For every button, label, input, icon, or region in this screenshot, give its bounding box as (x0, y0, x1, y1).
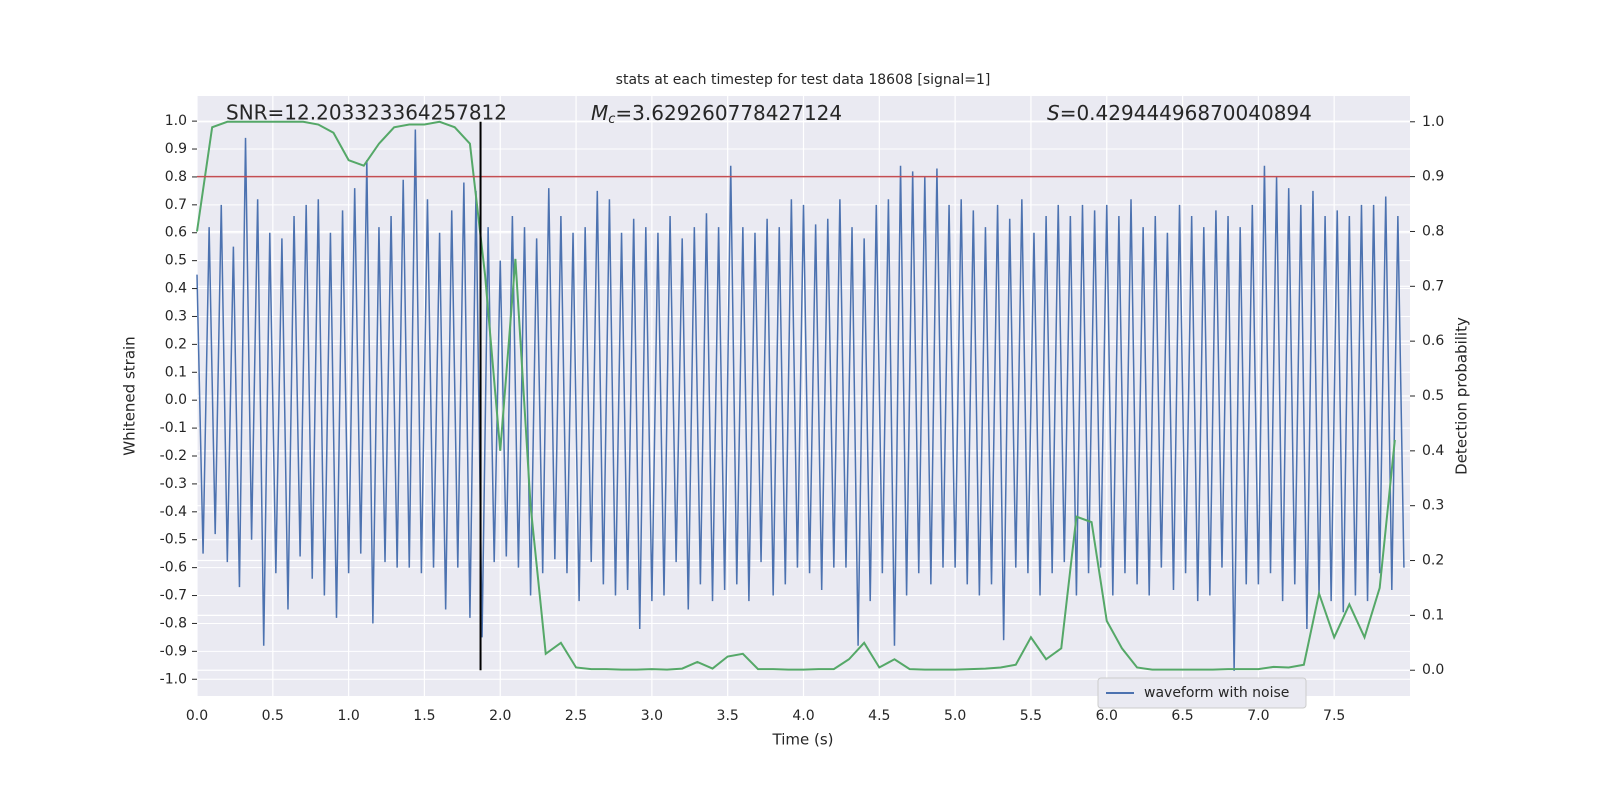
y-tick-label: 0.3 (165, 308, 187, 324)
x-tick-label: 5.0 (944, 708, 966, 724)
y-axis-label: Whitened strain (121, 336, 139, 455)
y-tick-label: -0.2 (160, 448, 187, 464)
y-tick-label: -0.6 (160, 560, 187, 576)
y-tick-label: -0.5 (160, 532, 187, 548)
annotation: S=0.42944496870040894 (1047, 101, 1312, 125)
x-axis-label: Time (s) (772, 731, 834, 749)
chart-title: stats at each timestep for test data 186… (616, 72, 991, 88)
legend-box (1097, 677, 1307, 709)
y-tick-label: 1.0 (165, 113, 187, 129)
y2-tick-label: 0.8 (1422, 223, 1444, 239)
y-tick-label: 0.7 (165, 197, 187, 213)
y-tick-label: 0.1 (165, 364, 187, 380)
x-tick-label: 2.0 (489, 708, 511, 724)
series-line (196, 129, 1405, 671)
series-line (196, 120, 1396, 671)
y-tick-label: -0.1 (160, 420, 187, 436)
annotation: SNR=12.203323364257812 (226, 101, 507, 125)
y-tick-label: -0.3 (160, 476, 187, 492)
y-tick-label: 0.0 (165, 392, 187, 408)
y2-tick-label: 0.3 (1422, 498, 1444, 514)
y2-tick-label: 0.9 (1422, 169, 1444, 185)
y-tick-label: -0.9 (160, 643, 187, 659)
y-tick-label: -0.4 (160, 504, 187, 520)
y2-tick-label: 0.4 (1422, 443, 1444, 459)
y2-tick-label: 0.2 (1422, 553, 1444, 569)
y2-tick-label: 0.5 (1422, 388, 1444, 404)
y2-axis-label: Detection probability (1453, 317, 1471, 475)
y-tick-label: -0.7 (160, 588, 187, 604)
y2-tick-label: 0.1 (1422, 607, 1444, 623)
x-tick-label: 0.0 (186, 708, 208, 724)
y-tick-label: 0.4 (165, 281, 187, 297)
annotation-text: =0.42944496870040894 (1060, 101, 1312, 125)
x-tick-label: 2.5 (565, 708, 587, 724)
x-tick-label: 1.0 (337, 708, 359, 724)
y2-tick-label: 0.0 (1422, 662, 1444, 678)
x-tick-label: 4.0 (792, 708, 814, 724)
annotation-symbol: S (1047, 101, 1060, 125)
y-tick-label: -1.0 (160, 671, 187, 687)
x-tick-label: 0.5 (262, 708, 284, 724)
x-tick-label: 6.0 (1096, 708, 1118, 724)
annotation-subscript: c (608, 112, 615, 127)
x-tick-label: 4.5 (868, 708, 890, 724)
y2-tick-label: 0.7 (1422, 278, 1444, 294)
x-tick-label: 3.0 (641, 708, 663, 724)
x-tick-label: 7.0 (1247, 708, 1269, 724)
annotation-symbol: M (591, 101, 608, 125)
x-tick-label: 3.5 (717, 708, 739, 724)
x-tick-label: 7.5 (1323, 708, 1345, 724)
y-tick-label: 0.5 (165, 253, 187, 269)
annotation: Mc=3.629260778427124 (591, 101, 842, 127)
x-tick-label: 6.5 (1171, 708, 1193, 724)
x-tick-label: 1.5 (413, 708, 435, 724)
annotation-text: =3.629260778427124 (615, 101, 842, 125)
y-tick-label: 0.6 (165, 225, 187, 241)
y-tick-label: 0.8 (165, 169, 187, 185)
y2-tick-label: 0.6 (1422, 333, 1444, 349)
y-tick-label: -0.8 (160, 615, 187, 631)
y-tick-label: 0.2 (165, 336, 187, 352)
legend-label: waveform with noise (1144, 685, 1289, 701)
y-tick-label: 0.9 (165, 141, 187, 157)
x-tick-label: 5.5 (1020, 708, 1042, 724)
y2-tick-label: 1.0 (1422, 114, 1444, 130)
